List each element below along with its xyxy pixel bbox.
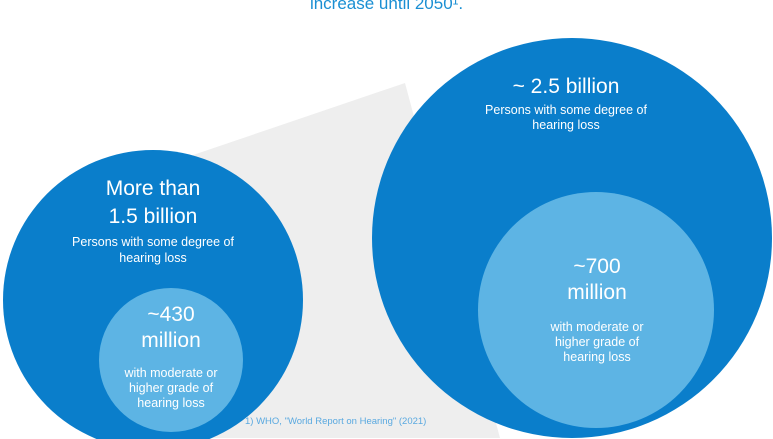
right-inner-desc-line2: higher grade of: [554, 335, 640, 349]
left-desc-line1: Persons with some degree of: [72, 235, 234, 249]
left-inner-circle: [99, 288, 243, 432]
right-heading: ~ 2.5 billion: [512, 75, 620, 98]
left-heading-line1: More than: [105, 177, 201, 200]
left-desc-line2: hearing loss: [119, 251, 187, 265]
source-footnote: 1) WHO, "World Report on Hearing" (2021): [245, 416, 427, 427]
left-inner-desc-line3: hearing loss: [137, 396, 205, 410]
left-heading-line2: 1.5 billion: [108, 205, 198, 228]
left-inner-value-line2: million: [141, 329, 201, 352]
right-inner-circle: [478, 192, 714, 428]
right-inner-value-line2: million: [567, 281, 627, 304]
right-desc-line2: hearing loss: [532, 118, 600, 132]
right-desc-line1: Persons with some degree of: [485, 103, 647, 117]
left-inner-value-line1: ~430: [147, 303, 195, 326]
header-text: increase until 2050¹.: [309, 0, 464, 13]
right-inner-desc-line3: hearing loss: [563, 350, 631, 364]
right-inner-desc-line1: with moderate or: [550, 320, 644, 334]
right-inner-value-line1: ~700: [573, 255, 621, 278]
left-inner-desc-line2: higher grade of: [128, 381, 214, 395]
left-inner-desc-line1: with moderate or: [124, 366, 218, 380]
